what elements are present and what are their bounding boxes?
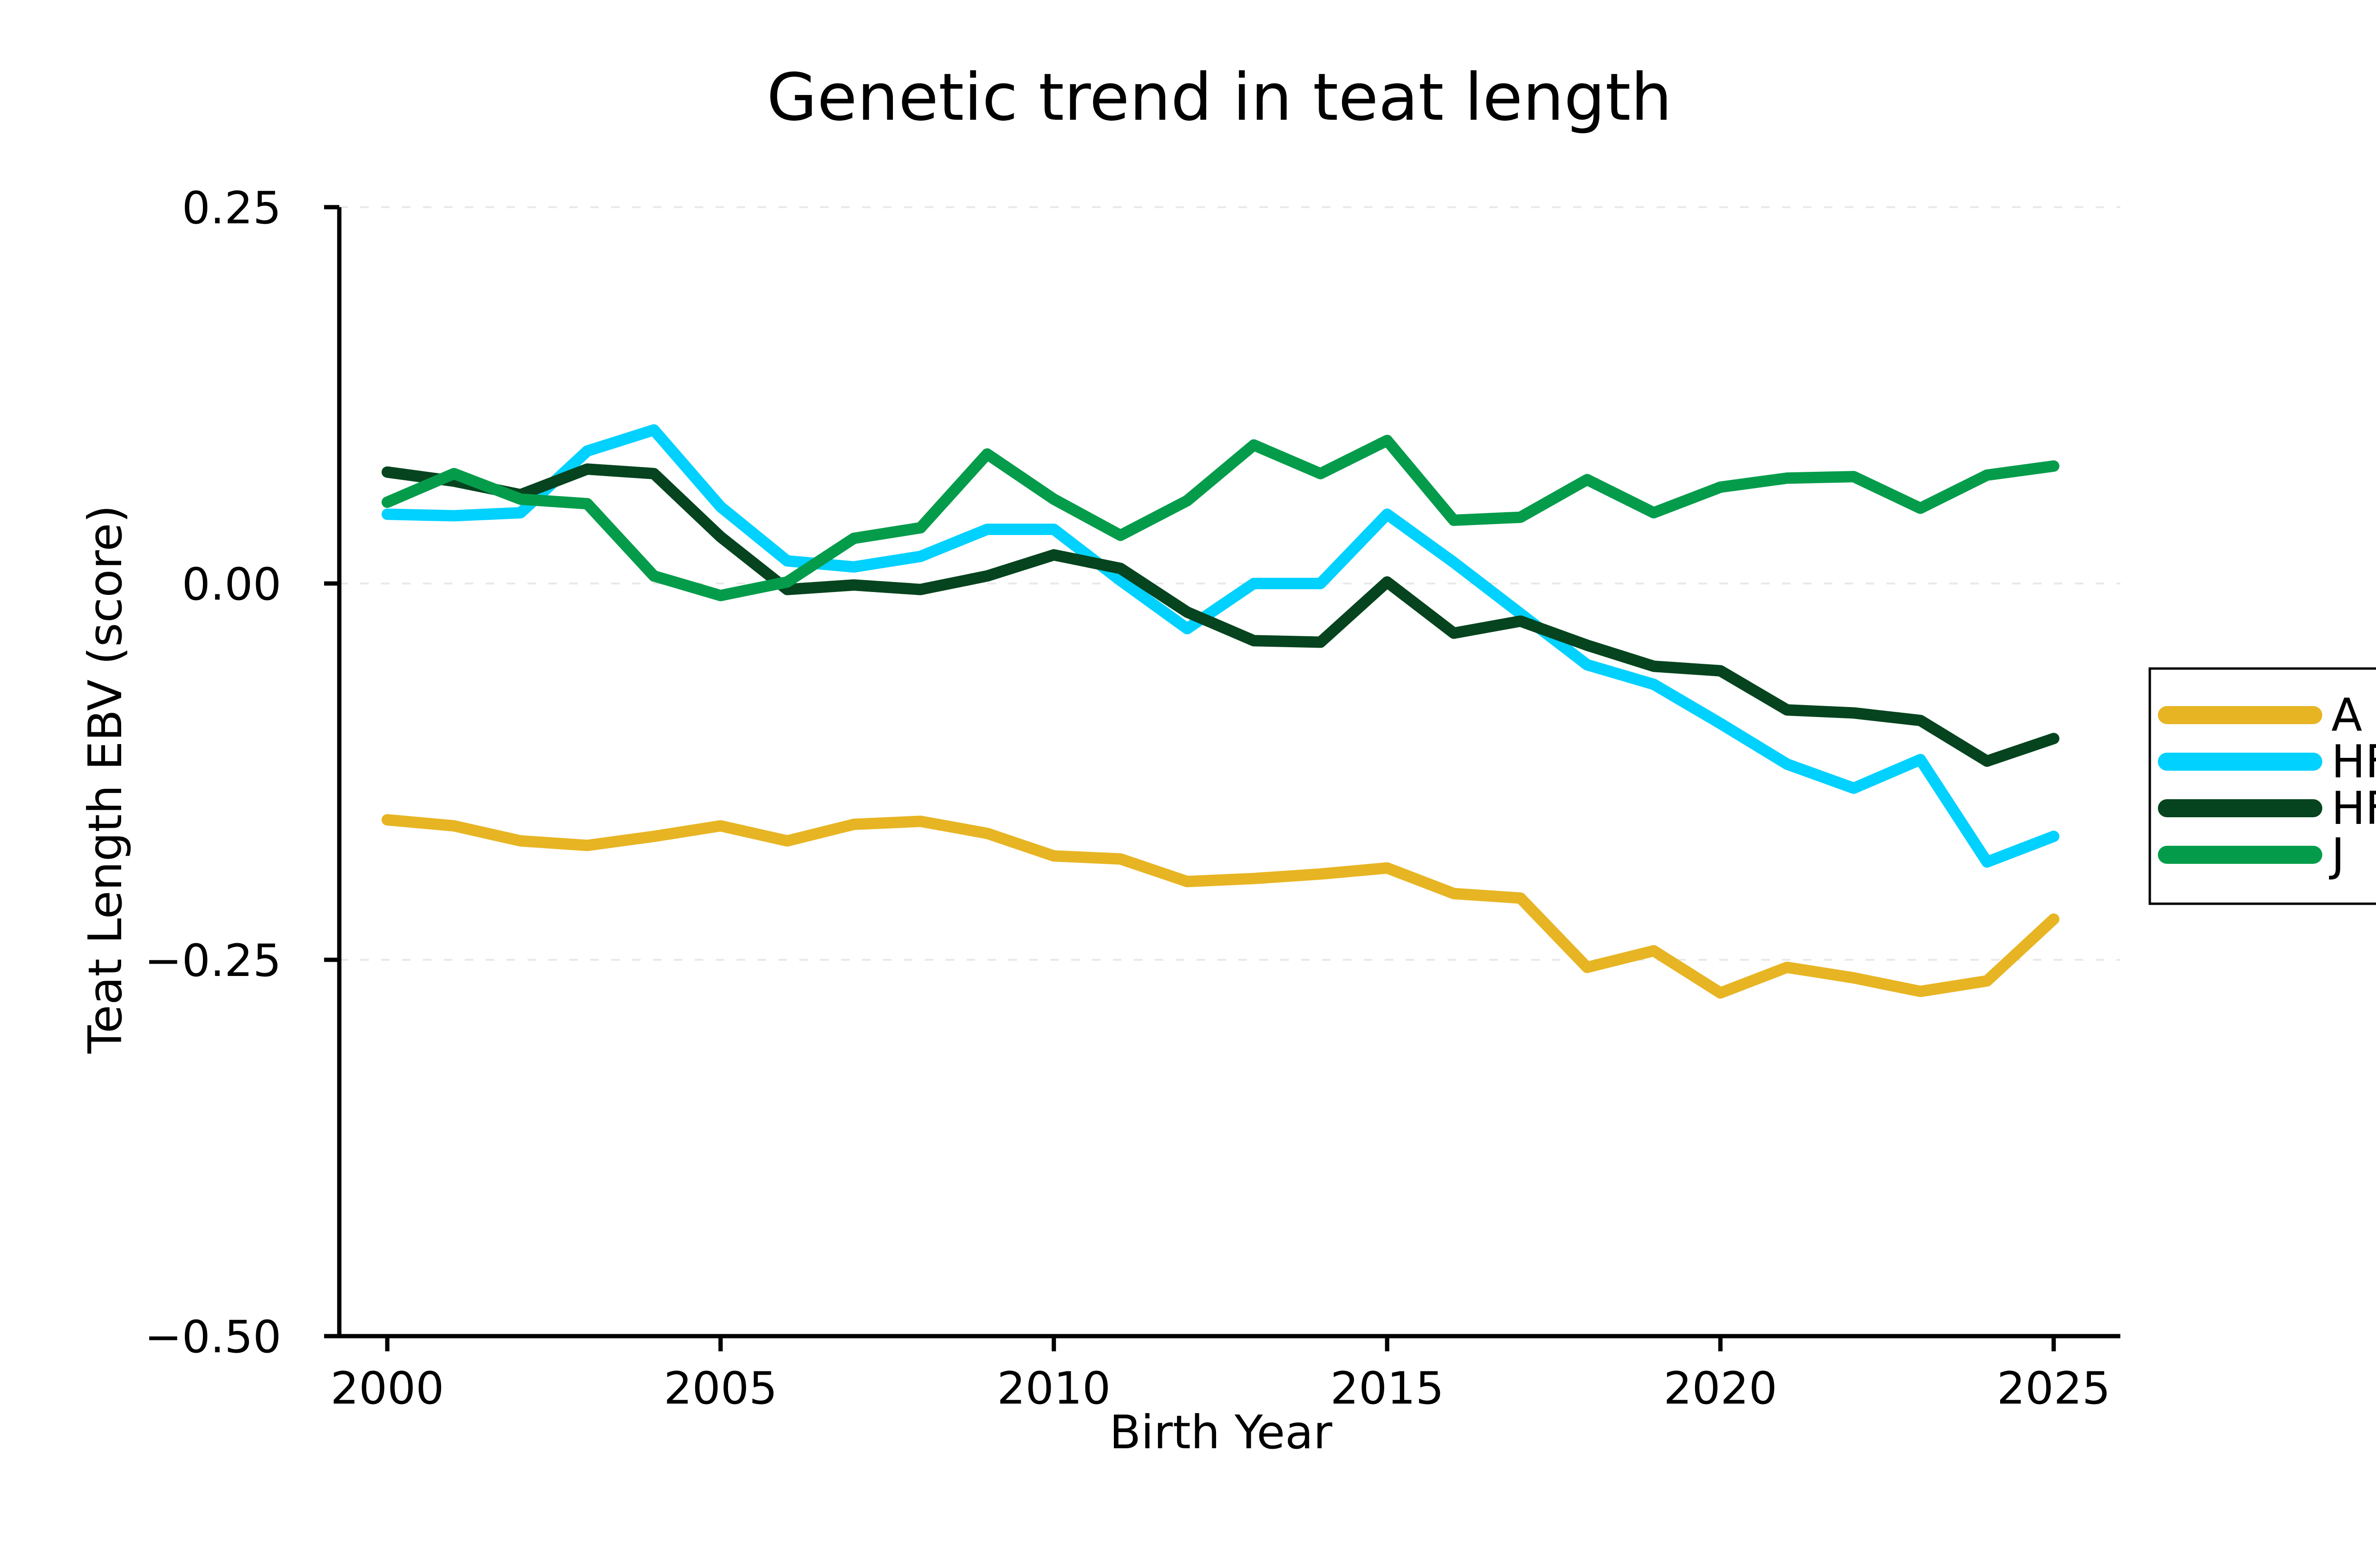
y-tick-label: −0.25	[144, 935, 281, 987]
x-tick-label: 2015	[1330, 1363, 1444, 1415]
gridlines	[339, 206, 2120, 1337]
series-lines	[381, 424, 2060, 999]
legend-label-A: A	[2331, 689, 2362, 742]
series-line-HFJ	[381, 463, 2060, 767]
x-axis-label: Birth Year	[1109, 1405, 1332, 1459]
x-tick-label: 2010	[997, 1363, 1111, 1415]
series-line-J	[381, 435, 2060, 602]
legend: AHFHFJJ	[2148, 667, 2376, 905]
y-tick-label: 0.25	[182, 182, 281, 234]
x-tick-label: 2020	[1664, 1363, 1777, 1415]
legend-label-HF: HF	[2331, 736, 2376, 788]
x-axis-ticks: 2000 2005 2010 2015 2020 2025	[330, 1336, 2110, 1415]
chart-title: Genetic trend in teat length	[766, 60, 1672, 135]
legend-label-J: J	[2329, 829, 2345, 881]
series-line-A	[381, 814, 2060, 999]
x-tick-label: 2000	[330, 1363, 444, 1415]
legend-label-HFJ: HFJ	[2331, 783, 2376, 835]
y-axis-ticks: 0.25 0.00 −0.25 −0.50	[144, 182, 339, 1363]
y-axis-label: Teat Length EBV (score)	[78, 505, 132, 1054]
x-tick-label: 2005	[664, 1363, 777, 1415]
y-tick-label: 0.00	[182, 559, 281, 611]
axes	[337, 207, 2120, 1339]
x-tick-label: 2025	[1997, 1363, 2110, 1415]
y-tick-label: −0.50	[144, 1311, 281, 1363]
series-line-HF	[381, 424, 2060, 868]
